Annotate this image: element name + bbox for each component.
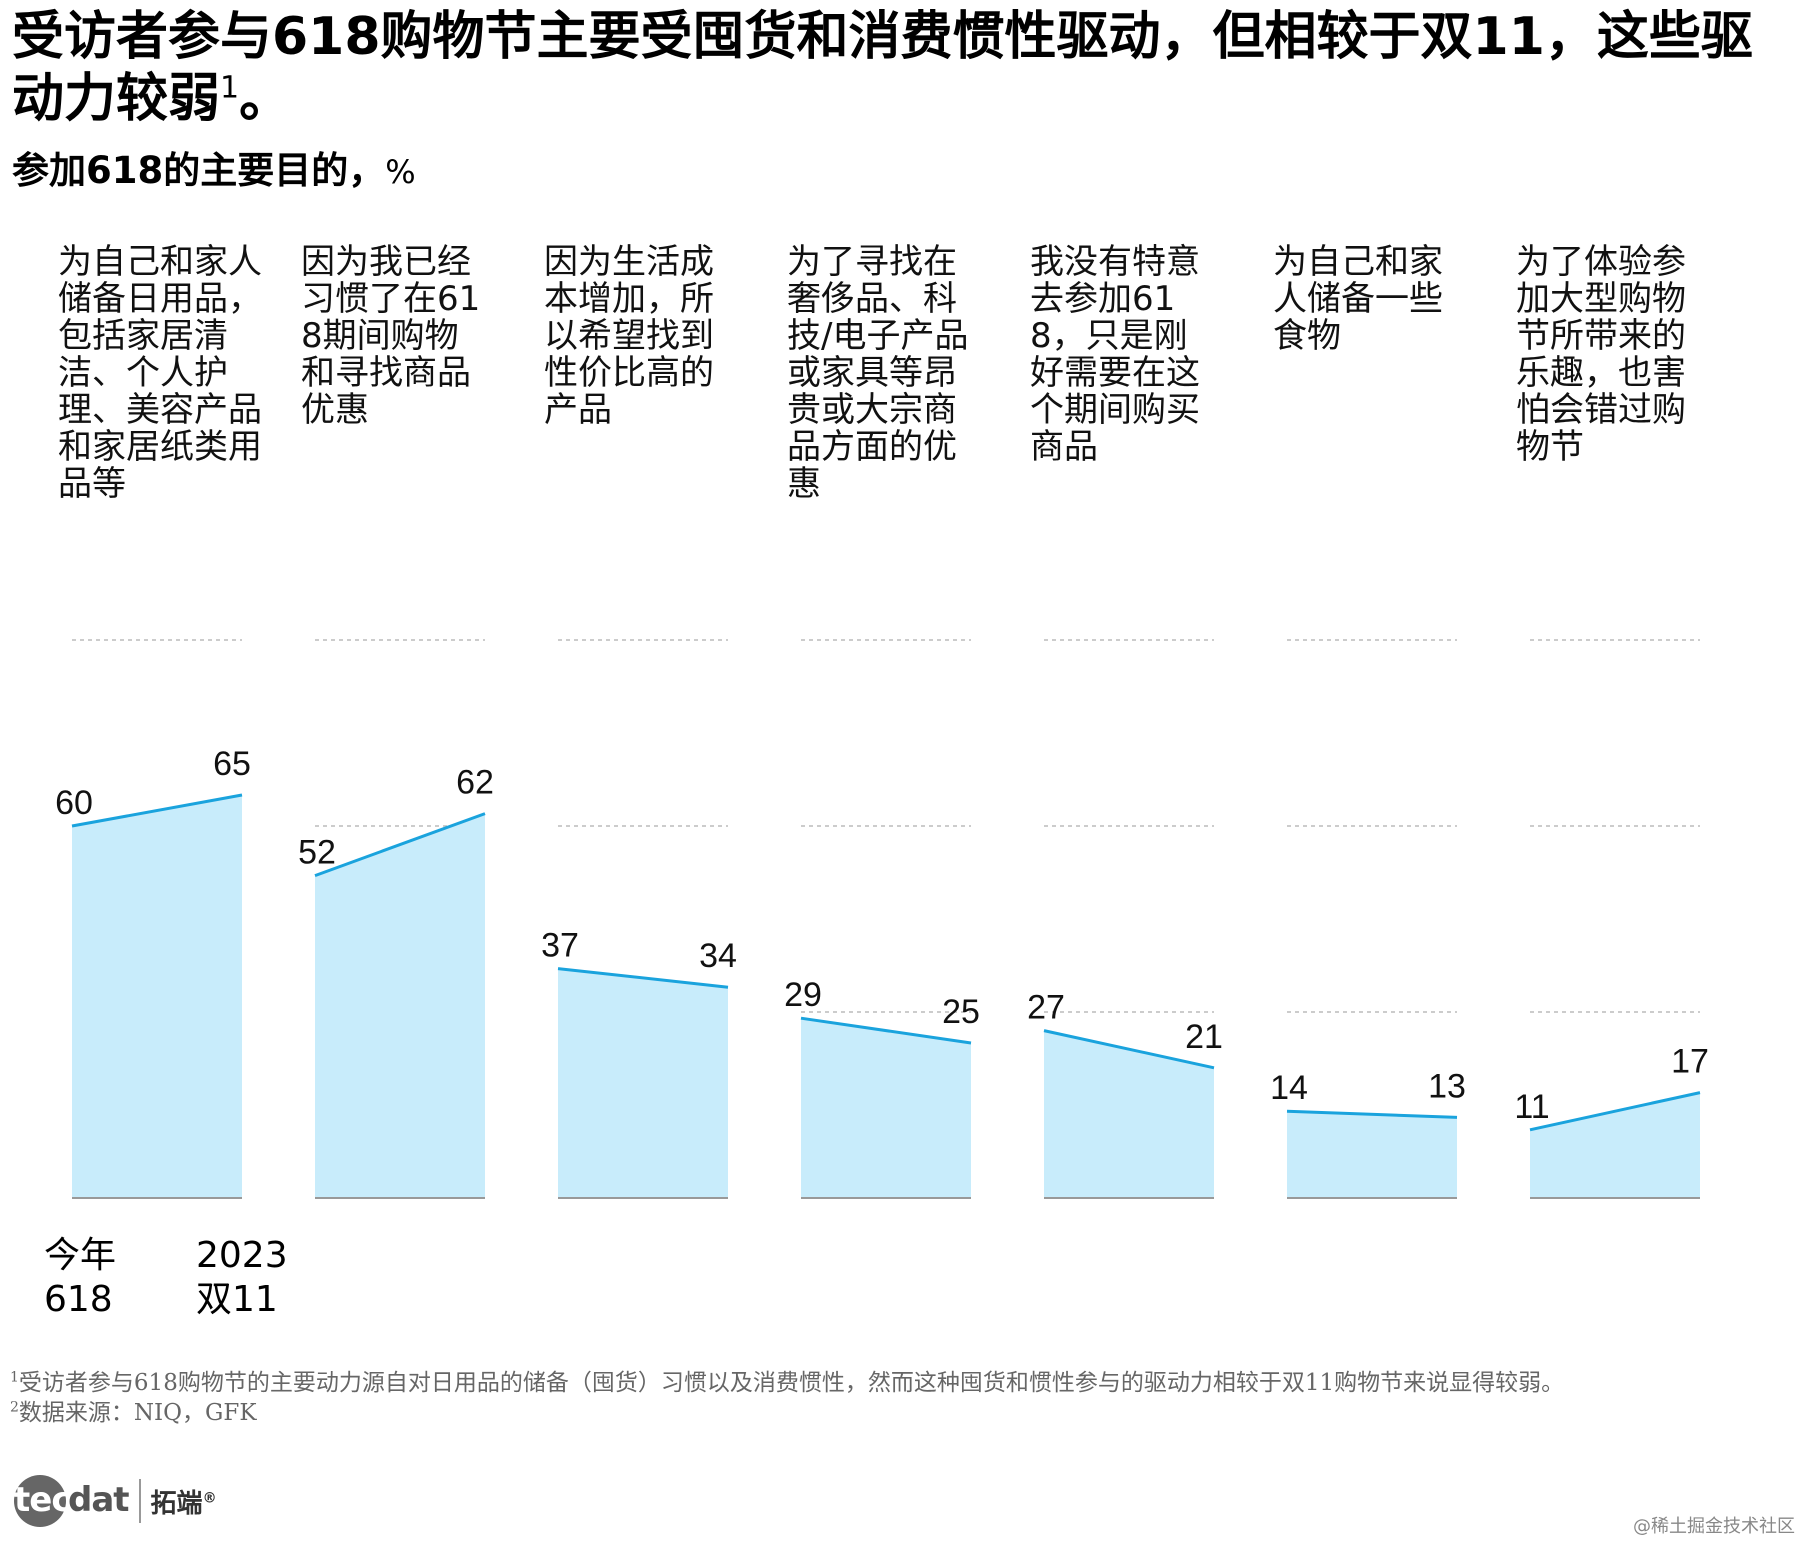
data-label-current-7: 11 — [1514, 1088, 1549, 1126]
series-line-6 — [1286, 1109, 1458, 1119]
category-label-4: 为了寻找在奢侈品、科技/电子产品或家具等昂贵或大宗商品方面的优惠 — [787, 242, 969, 504]
x-label-previous-line-1: 2023 — [196, 1235, 288, 1276]
category-label-5: 我没有特意去参加618，只是刚好需要在这个期间购买商品 — [1030, 242, 1200, 467]
brand-logo: tecdat 拓端® — [14, 1474, 217, 1528]
area-7 — [1530, 1092, 1700, 1198]
x-label-current-line-2: 618 — [44, 1279, 113, 1320]
data-label-current-6: 14 — [1270, 1069, 1308, 1107]
data-label-current-5: 27 — [1027, 989, 1065, 1027]
chart-subtitle: 参加618的主要目的，% — [12, 148, 416, 195]
data-label-previous-7: 17 — [1671, 1043, 1709, 1081]
area-4 — [801, 1018, 971, 1198]
logo-cn-name: 拓端 — [150, 1488, 203, 1519]
footnote-2: 2数据来源：NIQ，GFK — [10, 1398, 1790, 1428]
x-label-previous: 2023 双11 — [196, 1234, 336, 1322]
category-label-3: 因为生活成本增加，所以希望找到性价比高的产品 — [544, 242, 714, 430]
series-line-7 — [1529, 1091, 1701, 1132]
data-label-previous-1: 65 — [213, 745, 251, 783]
area-2 — [315, 813, 485, 1198]
logo-mark-rest: dat — [68, 1480, 130, 1520]
data-label-current-2: 52 — [298, 834, 336, 872]
series-line-2 — [314, 812, 486, 878]
footnote-2-text: 数据来源：NIQ，GFK — [18, 1400, 257, 1426]
series-line-4 — [800, 1016, 972, 1045]
category-label-1: 为自己和家人储备日用品，包括家居清洁、个人护理、美容产品和家居纸类用品等 — [58, 242, 262, 504]
area-1 — [72, 795, 242, 1198]
footnote-1-ref: 1 — [10, 1369, 19, 1386]
data-label-previous-6: 13 — [1428, 1067, 1466, 1105]
title-footnote-ref: 1 — [220, 70, 240, 106]
data-label-previous-4: 25 — [942, 993, 980, 1031]
category-label-6: 为自己和家人储备一些食物 — [1273, 242, 1443, 356]
area-6 — [1287, 1111, 1457, 1198]
subtitle-text: 参加618的主要目的， — [12, 149, 386, 192]
data-label-current-3: 37 — [541, 927, 579, 965]
x-label-previous-line-2: 双11 — [196, 1279, 278, 1320]
series-line-1 — [71, 793, 243, 828]
footnote-1-text: 受访者参与618购物节的主要动力源自对日用品的储备（囤货）习惯以及消费惯性，然而… — [18, 1370, 1565, 1396]
watermark: @稀土掘金技术社区 — [1633, 1516, 1795, 1537]
category-label-2: 因为我已经习惯了在618期间购物和寻找商品优惠 — [301, 242, 481, 430]
data-label-previous-5: 21 — [1185, 1018, 1223, 1056]
data-label-previous-3: 34 — [699, 937, 737, 975]
chart-title-text: 受访者参与618购物节主要受囤货和消费惯性驱动，但相较于双11，这些驱动力较弱 — [12, 7, 1753, 129]
subtitle-unit: % — [385, 153, 416, 191]
area-5 — [1044, 1030, 1214, 1198]
logo-divider — [138, 1479, 141, 1523]
logo-circle: tec — [14, 1475, 71, 1527]
x-label-current: 今年 618 — [44, 1234, 184, 1322]
chart-title: 受访者参与618购物节主要受囤货和消费惯性驱动，但相较于双11，这些驱动力较弱1… — [12, 6, 1802, 130]
logo-mark: tecdat — [14, 1475, 130, 1527]
series-line-5 — [1043, 1029, 1215, 1070]
category-label-7: 为了体验参加大型购物节所带来的乐趣，也害怕会错过购物节 — [1516, 242, 1686, 467]
x-label-current-line-1: 今年 — [44, 1235, 117, 1276]
area-3 — [558, 968, 728, 1198]
footnote-2-ref: 2 — [10, 1399, 19, 1416]
footnotes: 1受访者参与618购物节的主要动力源自对日用品的储备（囤货）习惯以及消费惯性，然… — [10, 1368, 1790, 1428]
footnote-1: 1受访者参与618购物节的主要动力源自对日用品的储备（囤货）习惯以及消费惯性，然… — [10, 1368, 1790, 1398]
logo-registered-mark: ® — [202, 1489, 217, 1506]
title-tail: 。 — [239, 69, 292, 129]
data-label-previous-2: 62 — [456, 764, 494, 802]
logo-cn-text: 拓端® — [151, 1483, 217, 1520]
data-label-current-1: 60 — [55, 784, 93, 822]
data-label-current-4: 29 — [784, 976, 822, 1014]
series-line-3 — [557, 967, 729, 989]
